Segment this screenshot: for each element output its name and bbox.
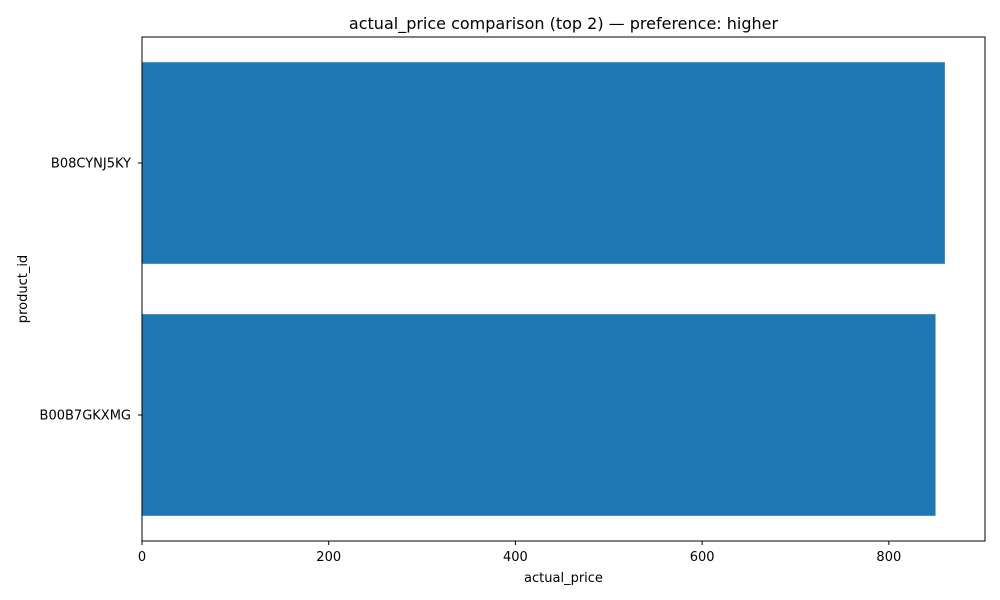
x-tick-label: 800 [876, 550, 901, 565]
x-axis-ticks: 0 200 400 600 800 [138, 541, 901, 565]
y-axis-ticks: B08CYNJ5KY B00B7GKXMG [40, 157, 142, 424]
x-tick-label: 200 [316, 550, 341, 565]
bar [142, 314, 936, 516]
y-tick-label: B08CYNJ5KY [51, 157, 131, 172]
x-tick-label: 600 [690, 550, 715, 565]
chart-title: actual_price comparison (top 2) — prefer… [349, 14, 779, 34]
bars-group [142, 62, 945, 516]
y-axis-label: product_id [16, 255, 31, 323]
plot-frame [141, 36, 986, 542]
y-tick-label: B00B7GKXMG [40, 409, 131, 424]
x-tick-label: 400 [503, 550, 528, 565]
x-axis-label: actual_price [524, 571, 603, 586]
x-tick-label: 0 [138, 550, 146, 565]
bar [142, 62, 945, 264]
